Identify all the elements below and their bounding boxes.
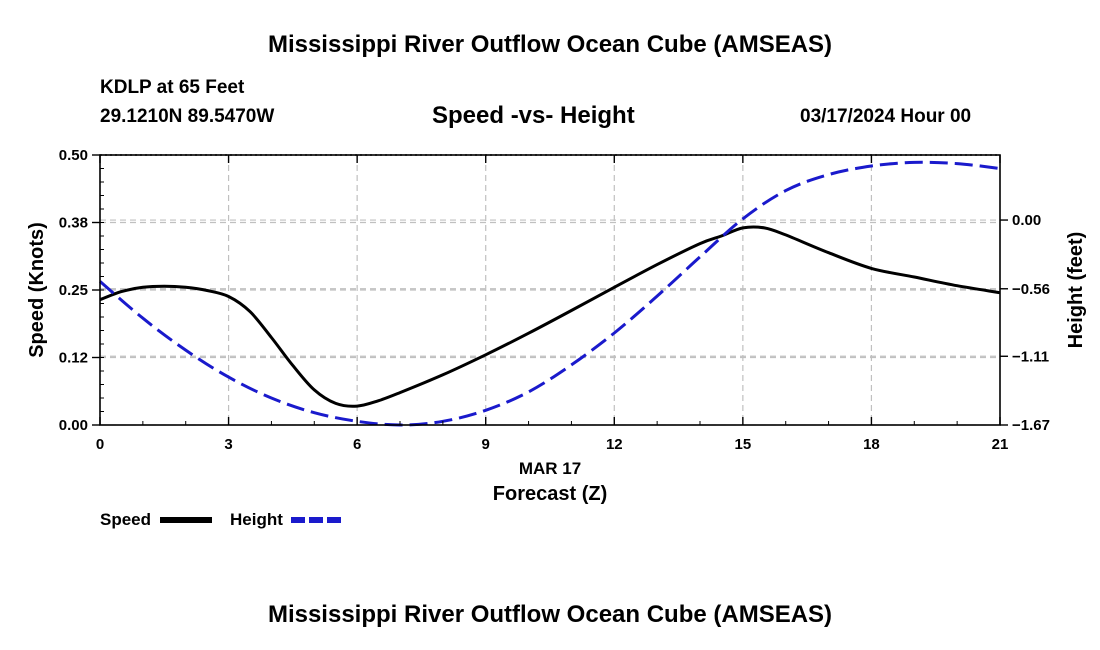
speed-series-line	[99, 225, 1001, 408]
station-coordinates: 29.1210N 89.5470W	[100, 106, 275, 127]
x-axis-label: Forecast (Z)	[493, 483, 607, 505]
axis-layer: 0 3 6 9 12 15 18 21 0.00 0.12 0.25 0.38 0.50 0.00 −0.5…	[59, 147, 1050, 453]
height-series-line	[99, 160, 1001, 427]
y-left-tick-label: 0.38	[59, 215, 88, 232]
forecast-datetime: 03/17/2024 Hour 00	[800, 106, 972, 127]
y-right-tick-label: −1.11	[1012, 348, 1049, 365]
x-tick-label: 18	[863, 436, 880, 453]
y-axis-right-label: Height (feet)	[1065, 232, 1087, 349]
x-tick-label: 15	[735, 436, 752, 453]
x-axis-sublabel: MAR 17	[519, 459, 581, 478]
x-tick-label: 9	[482, 436, 490, 453]
y-right-tick-label: −1.67	[1012, 417, 1050, 434]
legend-height-label: Height	[230, 510, 283, 529]
x-tick-label: 12	[606, 436, 623, 453]
legend-speed-label: Speed	[100, 510, 151, 529]
chart-main-title: Mississippi River Outflow Ocean Cube (AM…	[267, 31, 833, 58]
footer-title: Mississippi River Outflow Ocean Cube (AM…	[267, 601, 833, 628]
x-tick-label: 6	[353, 436, 361, 453]
y-axis-left-label: Speed (Knots)	[26, 222, 48, 358]
chart-subtitle: Speed -vs- Height	[432, 102, 635, 129]
grid-layer	[100, 155, 1000, 426]
x-tick-label: 0	[96, 436, 104, 453]
series-layer	[99, 160, 1001, 427]
speed-height-chart: 0 3 6 9 12 15 18 21 0.00 0.12 0.25 0.38 0.50 0.00 −0.5…	[26, 147, 1087, 529]
y-left-tick-label: 0.50	[59, 147, 88, 164]
y-left-tick-label: 0.25	[59, 282, 88, 299]
y-right-tick-label: −0.56	[1012, 281, 1050, 298]
y-left-tick-label: 0.12	[59, 350, 88, 367]
station-label: KDLP at 65 Feet	[100, 77, 245, 98]
x-tick-label: 21	[992, 436, 1009, 453]
y-right-tick-label: 0.00	[1012, 212, 1041, 229]
x-tick-label: 3	[224, 436, 232, 453]
y-left-tick-label: 0.00	[59, 417, 88, 434]
